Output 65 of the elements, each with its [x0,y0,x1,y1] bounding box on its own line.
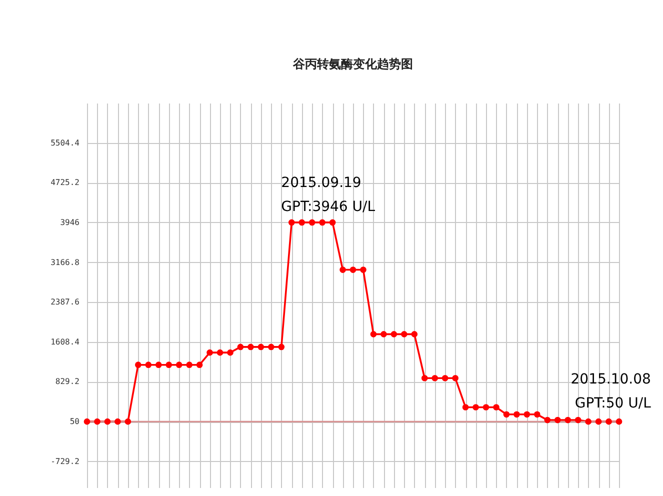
point [258,344,264,350]
point [442,374,448,382]
point [595,418,602,425]
point [411,331,418,338]
point [574,416,582,424]
point [227,349,234,356]
point [493,404,500,410]
point [84,418,90,425]
annotation: 2015.10.08 GPT:50 U/L [570,372,652,412]
point [585,418,592,425]
point [534,411,540,418]
point [503,411,510,418]
point [400,331,408,338]
y-tick-label: -729.2 [50,456,80,466]
y-tick-label: 2387.6 [50,298,80,307]
y-tick-label: 3166.8 [50,258,80,267]
point [329,219,336,226]
point [616,418,622,425]
point [114,418,121,425]
point [319,219,326,226]
point [176,362,182,368]
point [421,374,428,382]
chart-title: 谷丙转氨酶变化趋势图 [292,57,413,71]
point [206,349,213,356]
point [248,344,254,350]
point [278,344,285,350]
point [370,331,377,338]
y-tick-label: 50 [70,417,80,426]
point [482,404,490,410]
point [514,411,520,418]
point [288,219,295,226]
point [155,362,162,368]
point [452,374,458,382]
point [524,411,530,418]
point [145,362,152,368]
point [186,362,192,368]
point [340,266,346,273]
point [462,404,469,410]
point [564,416,572,424]
y-tick-label: 5504.4 [50,138,80,148]
y-tick-label: 1608.4 [50,337,80,346]
point [308,219,316,226]
point [432,374,438,382]
point [237,344,244,350]
point [350,266,356,273]
annotation: 2015.09.19 GPT:3946 U/L [281,175,376,216]
point [472,404,479,410]
point [380,331,387,338]
point [606,418,612,425]
point [298,219,306,226]
y-tick-label: 829.2 [55,377,80,386]
y-tick-label: 4725.2 [50,178,80,188]
point [390,331,398,338]
point [360,266,366,273]
point [104,418,111,425]
point [166,362,172,368]
point [554,416,561,424]
point [124,418,132,425]
point [134,362,142,368]
y-tick-label: 3946 [60,218,80,227]
point [544,416,551,424]
point [196,362,203,368]
point [216,349,224,356]
point [94,418,100,425]
point [268,344,274,350]
